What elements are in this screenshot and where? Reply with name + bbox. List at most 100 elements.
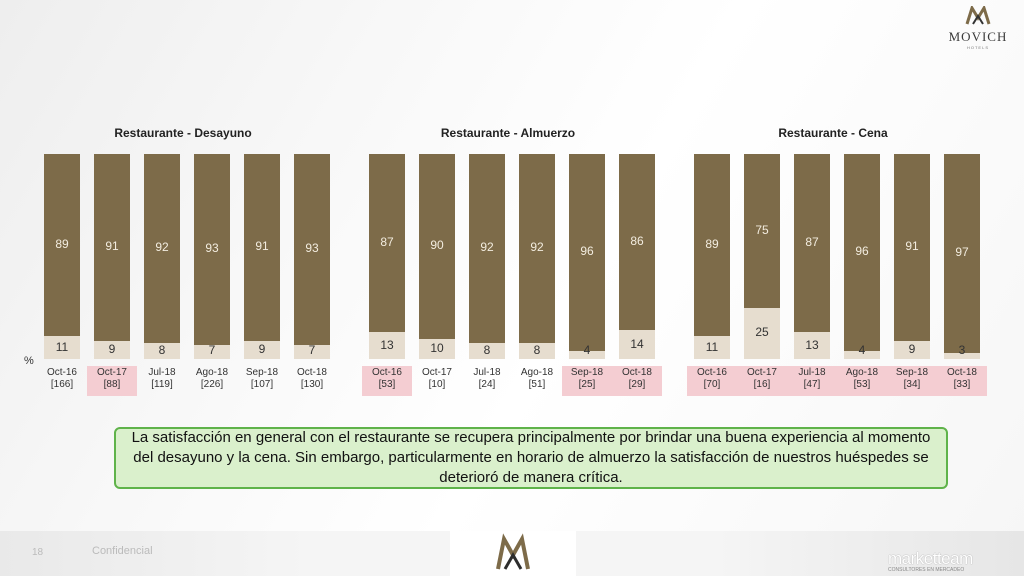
- bar-value-label: 97: [955, 245, 969, 260]
- bar-satisfied: [144, 154, 180, 343]
- bar-value-label: 86: [630, 234, 644, 249]
- bar-satisfied: [569, 154, 605, 351]
- category-base: [51]: [528, 379, 546, 390]
- bar-value-label: 8: [158, 342, 166, 357]
- bar-value-label: 11: [705, 339, 719, 354]
- category-base: [88]: [103, 379, 121, 390]
- category-label: Oct-17 [10]: [413, 367, 461, 391]
- bar-value-label: 96: [855, 244, 869, 259]
- bar-value-label: 91: [905, 239, 919, 254]
- bar-satisfied: [194, 154, 230, 345]
- bar-value-label: 92: [480, 240, 494, 255]
- bar-unsatisfied: [194, 344, 230, 359]
- category-highlight: [612, 366, 662, 396]
- bar-satisfied: [744, 154, 780, 308]
- bar-satisfied: [694, 154, 730, 337]
- bar-unsatisfied: [94, 340, 130, 359]
- category-label: Oct-17 [16]: [738, 367, 786, 391]
- category-base: [226]: [200, 379, 224, 390]
- bar-value-label: 75: [755, 222, 769, 237]
- category-base: [24]: [478, 379, 496, 390]
- category-highlight: [362, 366, 412, 396]
- bar-unsatisfied: [419, 338, 455, 359]
- category-highlight: [562, 366, 612, 396]
- bar-satisfied: [94, 154, 130, 341]
- bar-value-label: 13: [805, 337, 819, 352]
- bar-value-label: 87: [805, 235, 819, 250]
- category-period: Oct-16: [371, 367, 402, 378]
- bar-satisfied: [244, 154, 280, 341]
- category-label: Jul-18 [47]: [788, 367, 836, 391]
- bar-unsatisfied: [744, 307, 780, 359]
- category-period: Ago-18: [845, 367, 879, 378]
- bar-satisfied: [944, 154, 980, 353]
- category-period: Oct-18: [621, 367, 652, 378]
- bar-value-label: 3: [958, 343, 966, 357]
- bar-unsatisfied: [244, 340, 280, 359]
- bar-value-label: 9: [108, 341, 116, 356]
- category-base: [130]: [300, 379, 324, 390]
- bar-value-label: 89: [55, 237, 69, 252]
- bar-value-label: 13: [380, 337, 394, 352]
- category-base: [29]: [628, 379, 646, 390]
- category-highlight: [687, 366, 737, 396]
- category-label: Sep-18 [25]: [563, 367, 611, 391]
- category-label: Jul-18 [119]: [138, 367, 186, 391]
- bar-unsatisfied: [144, 342, 180, 359]
- bar-value-label: 92: [155, 240, 169, 255]
- bar-unsatisfied: [569, 350, 605, 359]
- category-period: Oct-17: [746, 367, 777, 378]
- category-period: Oct-18: [946, 367, 977, 378]
- bar-value-label: 14: [630, 336, 644, 351]
- bar-value-label: 4: [583, 343, 591, 357]
- category-period: Sep-18: [245, 367, 279, 378]
- bar-value-label: 91: [105, 239, 119, 254]
- category-base: [34]: [903, 379, 921, 390]
- category-period: Sep-18: [570, 367, 604, 378]
- category-base: [16]: [753, 379, 771, 390]
- category-period: Oct-16: [46, 367, 77, 378]
- logo-text: MOVICH: [948, 29, 1008, 44]
- bar-value-label: 9: [258, 341, 266, 356]
- chart-title: Restaurante - Desayuno: [114, 126, 252, 140]
- confidential-label: Confidencial: [92, 545, 153, 557]
- bar-satisfied: [619, 154, 655, 331]
- category-highlight: [887, 366, 937, 396]
- chart-title: Restaurante - Almuerzo: [440, 126, 576, 140]
- bar-unsatisfied: [519, 342, 555, 359]
- chart-title: Restaurante - Cena: [778, 126, 888, 140]
- category-highlight: [87, 366, 137, 396]
- bar-value-label: 93: [305, 241, 319, 256]
- logo-subtext: HOTELS: [966, 45, 989, 50]
- bar-satisfied: [469, 154, 505, 343]
- category-base: [119]: [151, 379, 173, 390]
- category-highlight: [737, 366, 787, 396]
- category-highlight: [787, 366, 837, 396]
- category-highlight: [837, 366, 887, 396]
- bar-unsatisfied: [844, 350, 880, 359]
- category-period: Oct-18: [296, 367, 327, 378]
- category-period: Ago-18: [195, 367, 229, 378]
- bar-unsatisfied: [894, 340, 930, 359]
- bar-satisfied: [44, 154, 80, 337]
- category-base: [70]: [703, 379, 721, 390]
- page-number: 18: [32, 547, 44, 558]
- category-label: Ago-18 [51]: [513, 367, 561, 391]
- bar-value-label: 87: [380, 235, 394, 250]
- marketteam-subtext: CONSULTORES EN MERCADEO: [888, 567, 965, 573]
- category-base: [107]: [250, 379, 274, 390]
- bar-satisfied: [794, 154, 830, 333]
- category-base: [53]: [853, 379, 871, 390]
- bar-value-label: 11: [55, 339, 69, 354]
- bar-value-label: 92: [530, 240, 544, 255]
- category-label: Oct-16 [53]: [363, 367, 411, 391]
- category-period: Jul-18: [798, 367, 826, 378]
- category-period: Oct-16: [696, 367, 727, 378]
- category-base: [166]: [50, 379, 74, 390]
- category-period: Sep-18: [895, 367, 929, 378]
- bar-value-label: 93: [205, 241, 219, 256]
- bar-satisfied: [294, 154, 330, 345]
- bar-unsatisfied: [694, 336, 730, 359]
- bar-value-label: 7: [208, 343, 216, 357]
- category-base: [10]: [428, 379, 446, 390]
